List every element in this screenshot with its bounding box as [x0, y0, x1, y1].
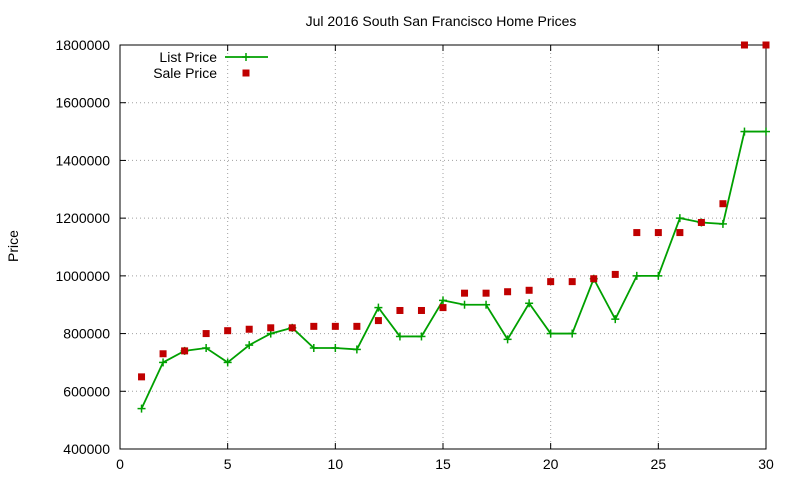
legend-label: Sale Price: [153, 65, 217, 81]
data-point: [159, 350, 167, 358]
data-point: [202, 344, 211, 352]
y-axis-label: Price: [5, 230, 21, 262]
data-point: [482, 300, 491, 309]
data-point: [762, 127, 770, 136]
data-point: [503, 335, 512, 344]
data-point: [611, 270, 619, 278]
grid-lines: [120, 45, 766, 449]
data-point: [309, 344, 318, 352]
series: [137, 41, 770, 413]
data-point: [202, 330, 210, 338]
y-tick-label: 1400000: [55, 152, 110, 168]
legend-marker: [242, 69, 250, 77]
data-point: [159, 358, 168, 367]
y-tick-label: 1000000: [55, 268, 110, 284]
data-point: [654, 229, 662, 237]
data-point: [740, 127, 749, 136]
y-tick-label: 400000: [63, 441, 110, 457]
data-point: [482, 289, 490, 297]
x-tick-label: 20: [543, 456, 559, 472]
series-list-price: [137, 127, 770, 413]
data-point: [288, 324, 296, 332]
data-point: [417, 306, 425, 314]
x-tick-label: 15: [435, 456, 451, 472]
data-point: [331, 344, 340, 352]
data-point: [719, 200, 727, 208]
data-point: [223, 358, 232, 367]
data-point: [525, 286, 533, 294]
data-point: [267, 324, 275, 332]
data-point: [632, 271, 641, 280]
series-sale-price: [138, 41, 770, 381]
data-point: [590, 275, 598, 283]
y-tick-label: 1200000: [55, 210, 110, 226]
data-point: [417, 332, 426, 341]
x-tick-label: 30: [758, 456, 774, 472]
data-point: [718, 219, 727, 228]
y-tick-label: 1800000: [55, 37, 110, 53]
data-point: [675, 214, 684, 223]
data-point: [224, 327, 232, 335]
data-point: [460, 300, 469, 309]
legend-label: List Price: [159, 49, 217, 65]
data-point: [461, 289, 469, 297]
data-point: [352, 345, 361, 354]
series-line: [140, 130, 766, 409]
y-tick-label: 800000: [63, 326, 110, 342]
data-point: [762, 41, 770, 49]
data-point: [245, 341, 254, 350]
data-point: [568, 329, 577, 338]
data-point: [611, 315, 620, 324]
x-tick-label: 10: [328, 456, 344, 472]
data-point: [310, 322, 318, 330]
x-tick-label: 25: [651, 456, 667, 472]
data-point: [740, 41, 748, 49]
data-point: [568, 278, 576, 286]
data-point: [395, 332, 404, 341]
chart-title: Jul 2016 South San Francisco Home Prices: [306, 13, 577, 29]
data-point: [181, 347, 189, 355]
y-tick-label: 1600000: [55, 95, 110, 111]
y-tick-label: 600000: [63, 383, 110, 399]
data-point: [439, 304, 447, 312]
axes: 0 5 10 15 20 25 30 400000 600000 800000 1000000 120…: [55, 37, 774, 472]
data-point: [396, 306, 404, 314]
data-point: [331, 322, 339, 330]
legend-marker: [242, 53, 250, 61]
data-point: [546, 329, 555, 338]
data-point: [697, 218, 705, 226]
data-point: [353, 322, 361, 330]
data-point: [504, 288, 512, 296]
data-point: [137, 404, 146, 413]
data-point: [374, 317, 382, 325]
data-point: [138, 373, 146, 381]
data-point: [439, 296, 447, 305]
data-point: [654, 271, 663, 280]
data-point: [676, 229, 684, 237]
data-point: [525, 299, 534, 308]
data-point: [245, 325, 253, 333]
x-tick-label: 5: [224, 456, 232, 472]
data-point: [547, 278, 555, 286]
x-tick-label: 0: [116, 456, 124, 472]
data-point: [374, 303, 383, 312]
data-point: [633, 229, 641, 237]
